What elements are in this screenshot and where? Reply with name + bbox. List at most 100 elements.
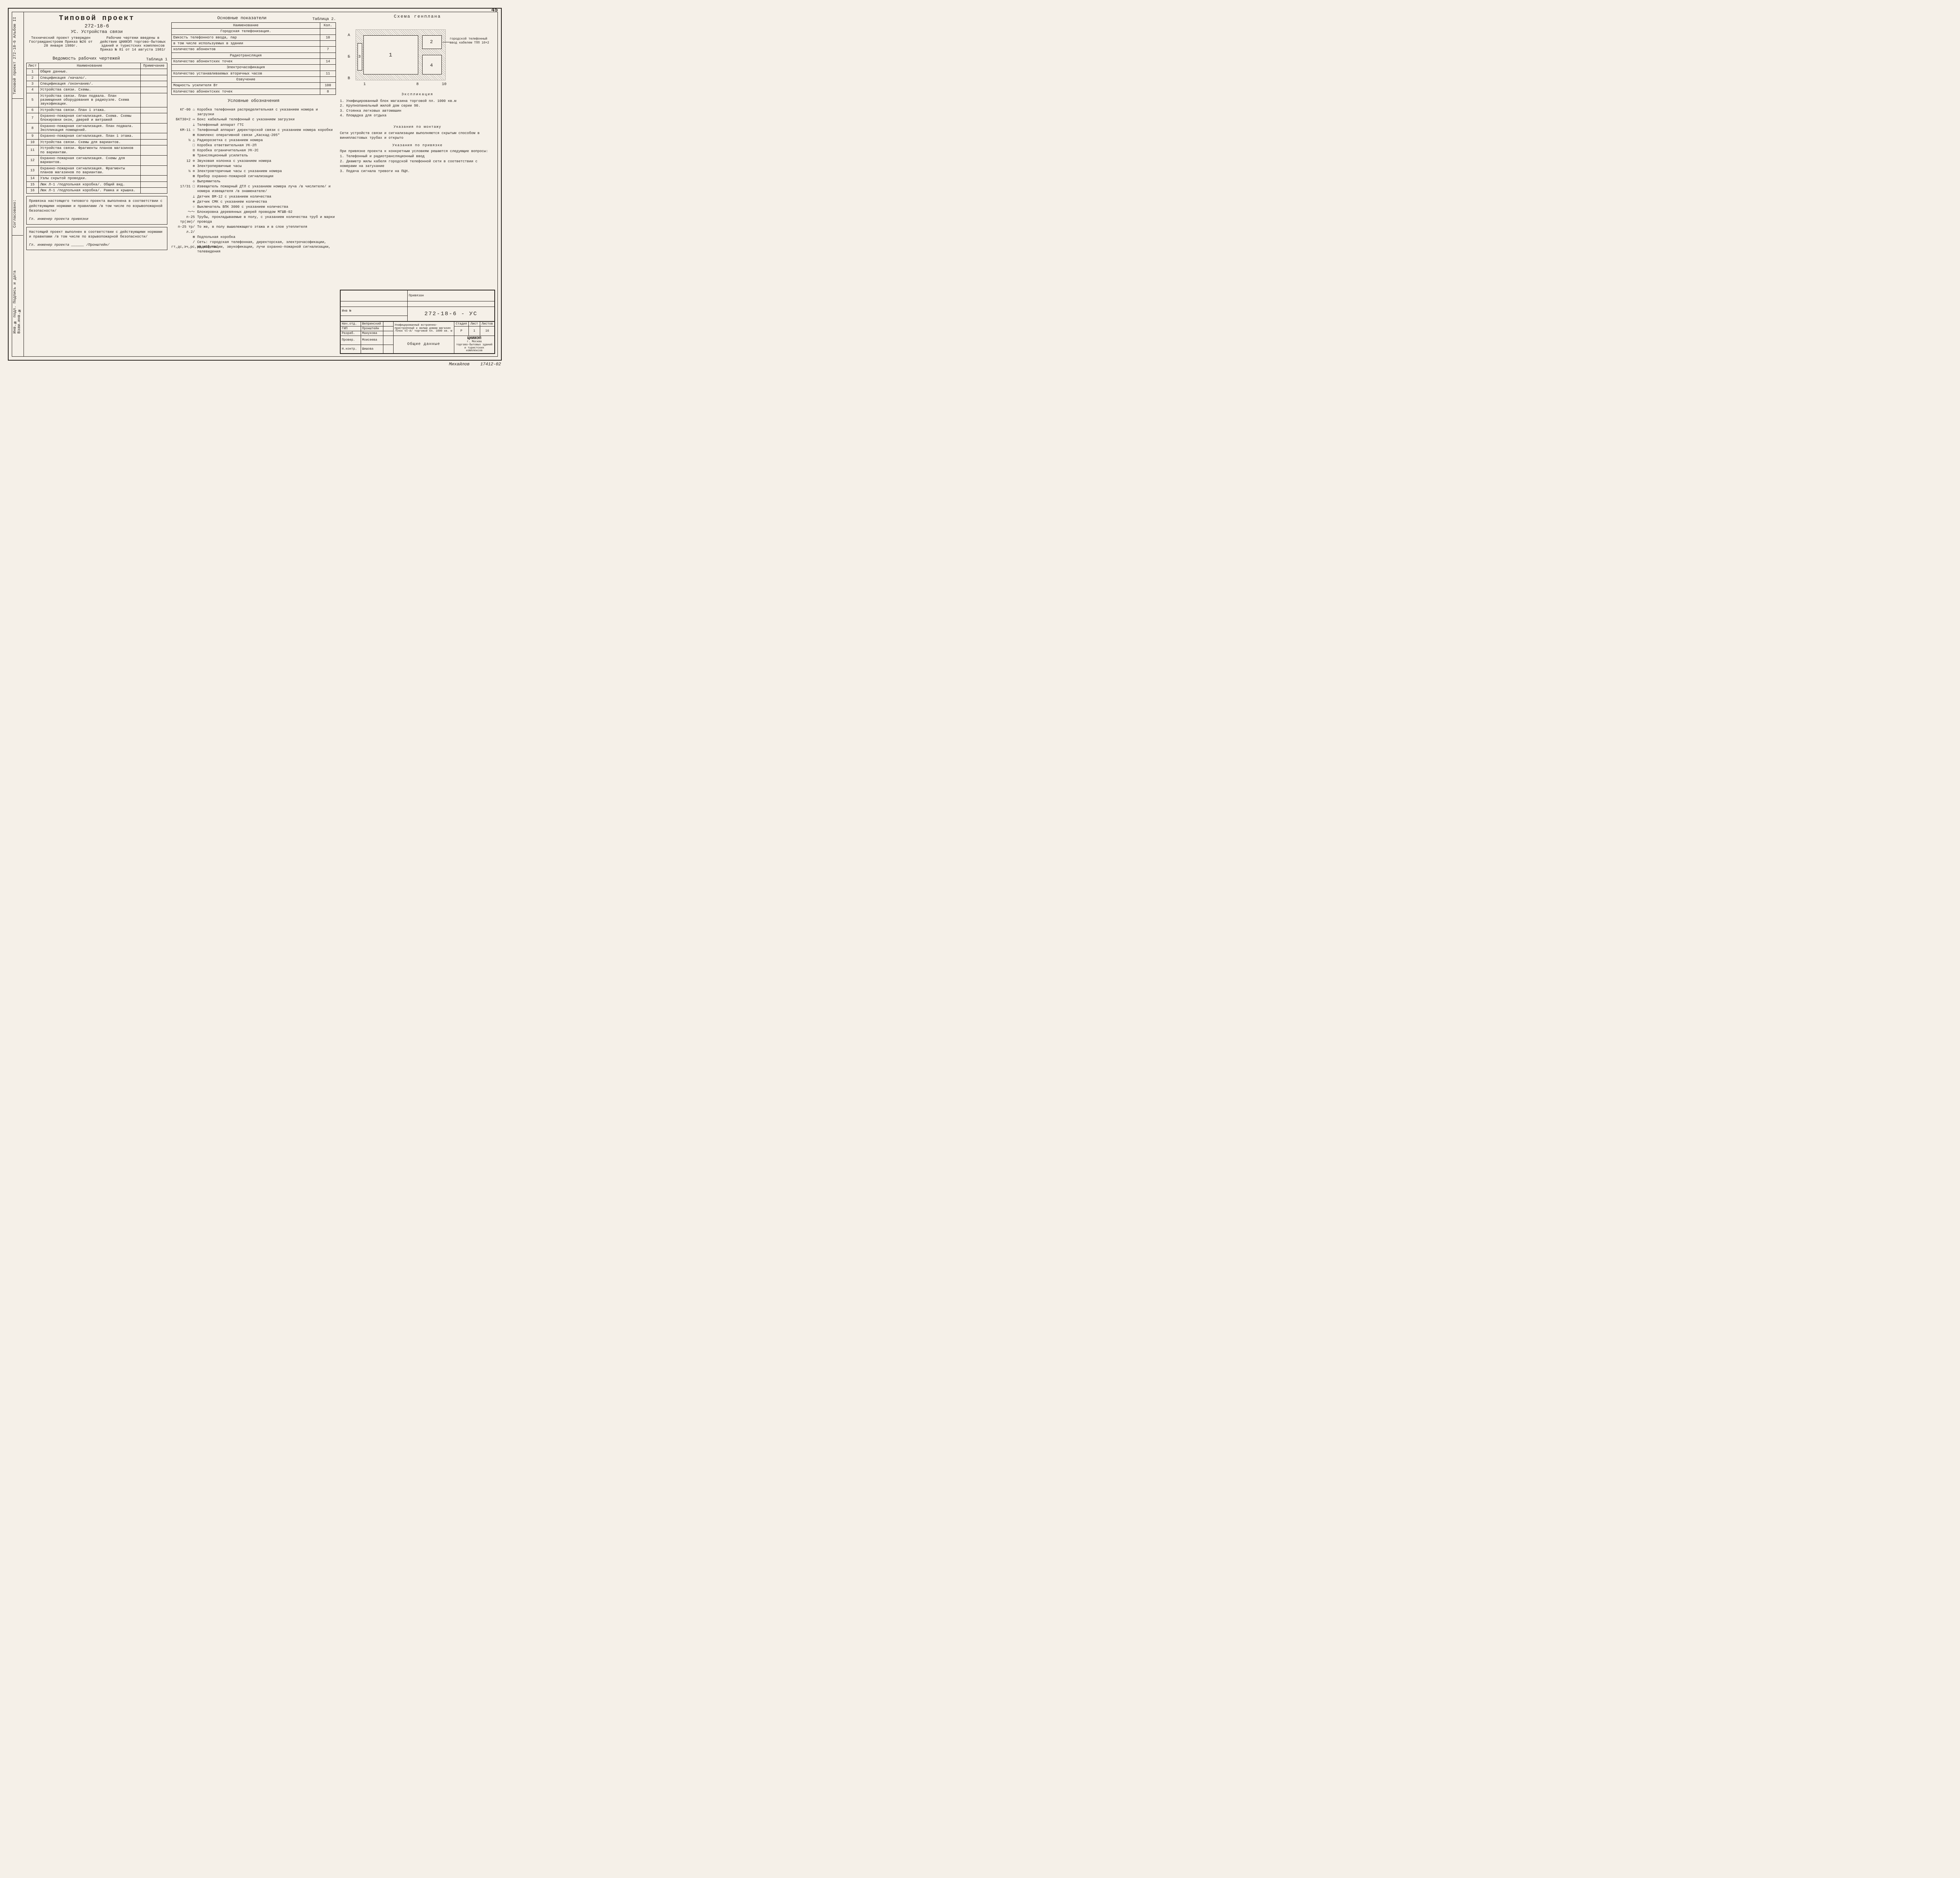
legend-list: КГ-00 ⌂Коробка телефонная распределитель… xyxy=(171,107,336,254)
table-row: Количество абонентских точек8 xyxy=(172,89,336,94)
legend-symbol: п-25 тр/л.2/ xyxy=(171,225,195,234)
legend-item: ⊡Коробка ограничительная УК-2С xyxy=(171,148,336,153)
legend-text: Звуковая колонка с указанием номера xyxy=(197,159,336,163)
legend-text: Бокс кабельный телефонный с указанием за… xyxy=(197,117,336,122)
table-row: Радиотрансляция xyxy=(172,53,336,58)
margin-text-top: Типовой проект 272-18-6 Альбом II xyxy=(13,16,17,94)
legend-text: Извещатель пожарный ДТЛ с указанием номе… xyxy=(197,184,336,194)
legend-symbol: ⊥ xyxy=(171,194,195,199)
table-row: 13Охранно-пожарная сигнализация. Фрагмен… xyxy=(27,165,167,176)
instructions: Указания по монтажу Сети устройств связи… xyxy=(340,122,495,174)
legend-text: Коробка ограничительная УК-2С xyxy=(197,148,336,153)
legend-text: Выключатель ВПК 3000 с указанием количес… xyxy=(197,205,336,209)
legend-item: ◇Выпрямитель xyxy=(171,179,336,184)
table-row: Мощность усилителя Вт100 xyxy=(172,83,336,89)
legend-item: ⅓ △Радиорозетка с указанием номера xyxy=(171,138,336,143)
title-stamp: Привязан Инв № 272-18-6 - УС Нач.отд.Веп… xyxy=(340,290,495,354)
binding-margin: Типовой проект 272-18-6 Альбом II Соглас… xyxy=(12,12,24,356)
legend-item: КМ-11 ○Телефонный аппарат директорской с… xyxy=(171,128,336,132)
legend-item: п-25 тр(зм)/Трубы, прокладываемые в полу… xyxy=(171,215,336,224)
legend-item: □Коробка ответвительная УК-2П xyxy=(171,143,336,148)
indicators-table: Наименование Кол. Городская телефонизаци… xyxy=(171,22,336,95)
axis-a: А xyxy=(348,33,350,38)
binding-title: Указания по привязке xyxy=(340,143,495,148)
legend-text: Электровторичные часы с указанием номера xyxy=(197,169,336,174)
compliance-note-text: Настоящий проект выполнен в соответствии… xyxy=(29,230,165,240)
legend-text: Телефонный аппарат ГТС xyxy=(197,123,336,127)
table-row: Емкость телефонного ввода, пар10 xyxy=(172,34,336,40)
legend-text: Подпольная коробка xyxy=(197,235,336,240)
legend-symbol: 12 ⊖ xyxy=(171,159,195,163)
table-row: Электрочасофикация xyxy=(172,65,336,71)
table-row: количество абонентов7 xyxy=(172,47,336,53)
legend-item: ～～Блокировка деревянных дверей проводом … xyxy=(171,210,336,214)
approval-text: Технический проект утвержден Госгражданс… xyxy=(26,36,167,52)
legend-symbol: ⊕ xyxy=(171,164,195,169)
th2-name: Наименование xyxy=(172,23,320,29)
table-row: Городская телефонизация. xyxy=(172,29,336,34)
table-row: 6Устройства связи. План 1 этажа. xyxy=(27,107,167,113)
table-row: Количество абонентских точек14 xyxy=(172,59,336,65)
explication-item: 2. Крупнопанельный жилой дом серии 90. xyxy=(340,103,495,109)
table-row: Количество устанавливаемых вторичных час… xyxy=(172,71,336,76)
stamp-code: 272-18-6 - УС xyxy=(407,307,494,321)
legend-item: ⅓ ⊖Электровторичные часы с указанием ном… xyxy=(171,169,336,174)
legend-text: Блокировка деревянных дверей проводом МГ… xyxy=(197,210,336,214)
binding-item: 3. Подача сигнала тревоги на ПЦН. xyxy=(340,169,495,174)
legend-item: ⊠Трансляционный усилитель xyxy=(171,153,336,158)
legend-symbol: 17/31 □ xyxy=(171,184,195,194)
table2-label: Таблица 2. xyxy=(312,17,336,22)
us-line: УС. Устройства связи xyxy=(26,30,167,34)
th-sheet: Лист xyxy=(27,63,39,69)
explication-item: 1. Унифицированный блок магазина торгово… xyxy=(340,99,495,104)
block-1: 1 xyxy=(389,52,392,58)
legend-symbol: ⊠ xyxy=(171,235,195,240)
table-row: 14Узлы скрытой проводки. xyxy=(27,176,167,181)
th-note: Примечание xyxy=(141,63,167,69)
scheme-callout: городской телефонный ввод кабелем ТПП 10… xyxy=(450,37,493,45)
drawing-list-table: Лист Наименование Примечание 1Общие данн… xyxy=(26,63,167,194)
table-row: 8Охранно-пожарная сигнализация. План под… xyxy=(27,123,167,133)
legend-symbol: КМ-11 ○ xyxy=(171,128,195,132)
axis-10: 10 xyxy=(442,82,446,87)
table1-label: Таблица 1 xyxy=(146,58,167,62)
table-row: 11Устройства связи. Фрагменты планов маг… xyxy=(27,145,167,156)
legend-item: ⊥Датчик ВМ-12 с указанием количества xyxy=(171,194,336,199)
legend-text: Сеть: городская телефонная, директорская… xyxy=(197,240,336,254)
legend-item: ⊠Комплекс оперативной связи „Каскад-205" xyxy=(171,133,336,138)
legend-item: 12 ⊖Звуковая колонка с указанием номера xyxy=(171,159,336,163)
legend-text: Датчик СМК с указанием количества xyxy=(197,200,336,204)
legend-item: КГ-00 ⌂Коробка телефонная распределитель… xyxy=(171,107,336,117)
table-row: 4Устройства связи. Схемы. xyxy=(27,87,167,93)
scheme-title: Схема генплана xyxy=(340,15,495,19)
axis-v: В xyxy=(348,76,350,81)
legend-symbol: ⅓ △ xyxy=(171,138,195,143)
margin-text-bot: Инв.№ подл. Подпись и дата Взам.инв.№ xyxy=(13,255,22,334)
column-3: Схема генплана 1 2 4 3 А Б В 1 8 xyxy=(340,15,495,354)
legend-symbol: □ xyxy=(171,143,195,148)
approval-right: Рабочие чертежи введены в действие ЦНИИЭ… xyxy=(98,36,167,52)
legend-symbol: БКТ30×2 ▭ xyxy=(171,117,195,122)
legend-symbol: ⊡ xyxy=(171,148,195,153)
stamp-inv: Инв № xyxy=(341,307,408,316)
legend-symbol: ⊠ xyxy=(171,133,195,138)
table-row: 16Люк Л-1 /подпольная коробка/. Рамка и … xyxy=(27,187,167,193)
table1-caption: Ведомость рабочих чертежей xyxy=(26,56,146,61)
legend-symbol: ⊠ xyxy=(171,174,195,179)
legend-text: Датчик ВМ-12 с указанием количества xyxy=(197,194,336,199)
legend-item: п-25 тр/л.2/То же, в полу вышележащего э… xyxy=(171,225,336,234)
table-row: 10Устройства связи. Схемы для вариантов. xyxy=(27,139,167,145)
approval-left: Технический проект утвержден Госгражданс… xyxy=(26,36,95,52)
block-4: 4 xyxy=(430,63,433,68)
site-plan: 1 2 4 3 А Б В 1 8 10 городской телефонны… xyxy=(340,22,495,88)
compliance-note-sig: Гл. инженер проекта ______ /Пронштейн/ xyxy=(29,243,165,248)
legend-text: Комплекс оперативной связи „Каскад-205" xyxy=(197,133,336,138)
content-area: Типовой проект 272-18-6 УС. Устройства с… xyxy=(24,12,497,356)
legend-text: Коробка телефонная распределительная с у… xyxy=(197,107,336,117)
table-row: в том числе используемых в здании xyxy=(172,41,336,47)
legend-symbol: ◇ xyxy=(171,179,195,184)
margin-text-mid: Согласовано: xyxy=(13,177,17,228)
binding-intro: При привязке проекта к конкретным услови… xyxy=(340,149,495,154)
legend-text: Коробка ответвительная УК-2П xyxy=(197,143,336,148)
legend-symbol: ⊥ xyxy=(171,123,195,127)
